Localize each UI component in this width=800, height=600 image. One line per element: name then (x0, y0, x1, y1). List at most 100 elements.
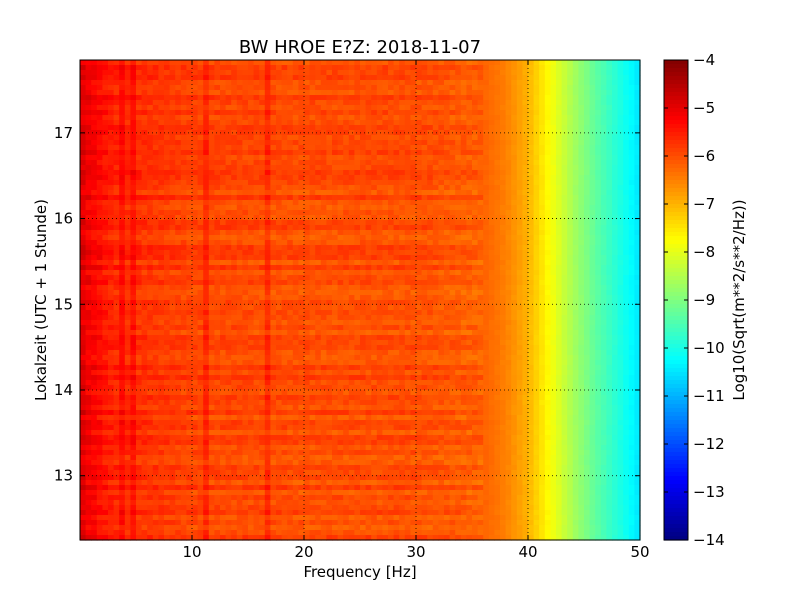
heatmap-cell (242, 230, 249, 236)
heatmap-cell (248, 220, 255, 226)
heatmap-cell (164, 140, 171, 146)
heatmap-cell (572, 260, 579, 266)
heatmap-cell (399, 70, 406, 76)
heatmap-cell (354, 205, 361, 211)
heatmap-cell (360, 125, 367, 131)
heatmap-cell (505, 300, 512, 306)
heatmap-cell (337, 220, 344, 226)
heatmap-cell (533, 205, 540, 211)
heatmap-cell (595, 290, 602, 296)
heatmap-cell (455, 140, 462, 146)
heatmap-cell (376, 165, 383, 171)
heatmap-cell (225, 230, 232, 236)
heatmap-cell (388, 65, 395, 71)
heatmap-cell (360, 240, 367, 246)
heatmap-cell (259, 180, 266, 186)
heatmap-cell (376, 60, 383, 66)
heatmap-cell (561, 205, 568, 211)
heatmap-cell (477, 175, 484, 181)
heatmap-cell (332, 260, 339, 266)
heatmap-cell (544, 160, 551, 166)
heatmap-cell (589, 225, 596, 231)
heatmap-cell (500, 185, 507, 191)
heatmap-cell (376, 190, 383, 196)
heatmap-cell (108, 105, 115, 111)
heatmap-cell (522, 135, 529, 141)
heatmap-cell (236, 155, 243, 161)
heatmap-cell (427, 240, 434, 246)
heatmap-cell (264, 285, 271, 291)
heatmap-cell (180, 160, 187, 166)
heatmap-cell (421, 215, 428, 221)
heatmap-cell (315, 170, 322, 176)
heatmap-cell (113, 90, 120, 96)
heatmap-cell (584, 290, 591, 296)
heatmap-cell (85, 120, 92, 126)
heatmap-cell (326, 210, 333, 216)
heatmap-cell (572, 180, 579, 186)
heatmap-cell (169, 115, 176, 121)
heatmap-cell (578, 225, 585, 231)
heatmap-cell (617, 180, 624, 186)
heatmap-cell (533, 175, 540, 181)
heatmap-cell (460, 175, 467, 181)
heatmap-cell (292, 200, 299, 206)
heatmap-cell (281, 165, 288, 171)
heatmap-cell (444, 75, 451, 81)
heatmap-cell (584, 140, 591, 146)
heatmap-cell (119, 110, 126, 116)
heatmap-cell (332, 265, 339, 271)
heatmap-cell (511, 185, 518, 191)
heatmap-cell (354, 275, 361, 281)
heatmap-cell (253, 245, 260, 251)
heatmap-cell (455, 225, 462, 231)
heatmap-cell (270, 225, 277, 231)
heatmap-cell (337, 210, 344, 216)
heatmap-cell (477, 60, 484, 66)
heatmap-cell (567, 120, 574, 126)
heatmap-cell (343, 185, 350, 191)
heatmap-cell (113, 70, 120, 76)
heatmap-cell (270, 250, 277, 256)
heatmap-cell (281, 205, 288, 211)
heatmap-cell (180, 225, 187, 231)
heatmap-cell (276, 85, 283, 91)
heatmap-cell (242, 160, 249, 166)
heatmap-cell (427, 270, 434, 276)
heatmap-cell (365, 215, 372, 221)
heatmap-cell (220, 255, 227, 261)
heatmap-cell (606, 70, 613, 76)
heatmap-cell (298, 235, 305, 241)
heatmap-cell (124, 270, 131, 276)
heatmap-cell (421, 210, 428, 216)
heatmap-cell (169, 185, 176, 191)
heatmap-cell (102, 225, 109, 231)
heatmap-cell (550, 170, 557, 176)
heatmap-cell (326, 285, 333, 291)
heatmap-cell (354, 195, 361, 201)
heatmap-cell (472, 190, 479, 196)
heatmap-cell (365, 90, 372, 96)
heatmap-cell (612, 90, 619, 96)
heatmap-cell (348, 130, 355, 136)
heatmap-cell (438, 115, 445, 121)
heatmap-cell (488, 100, 495, 106)
heatmap-cell (130, 225, 137, 231)
heatmap-cell (494, 200, 501, 206)
heatmap-cell (130, 90, 137, 96)
heatmap-cell (164, 195, 171, 201)
heatmap-cell (589, 115, 596, 121)
heatmap-cell (147, 190, 154, 196)
heatmap-cell (617, 290, 624, 296)
heatmap-cell (410, 210, 417, 216)
heatmap-cell (102, 105, 109, 111)
heatmap-cell (404, 260, 411, 266)
heatmap-cell (600, 210, 607, 216)
heatmap-cell (477, 95, 484, 101)
heatmap-cell (287, 130, 294, 136)
heatmap-cell (628, 265, 635, 271)
heatmap-cell (192, 95, 199, 101)
heatmap-cell (404, 155, 411, 161)
heatmap-cell (584, 190, 591, 196)
heatmap-cell (371, 195, 378, 201)
